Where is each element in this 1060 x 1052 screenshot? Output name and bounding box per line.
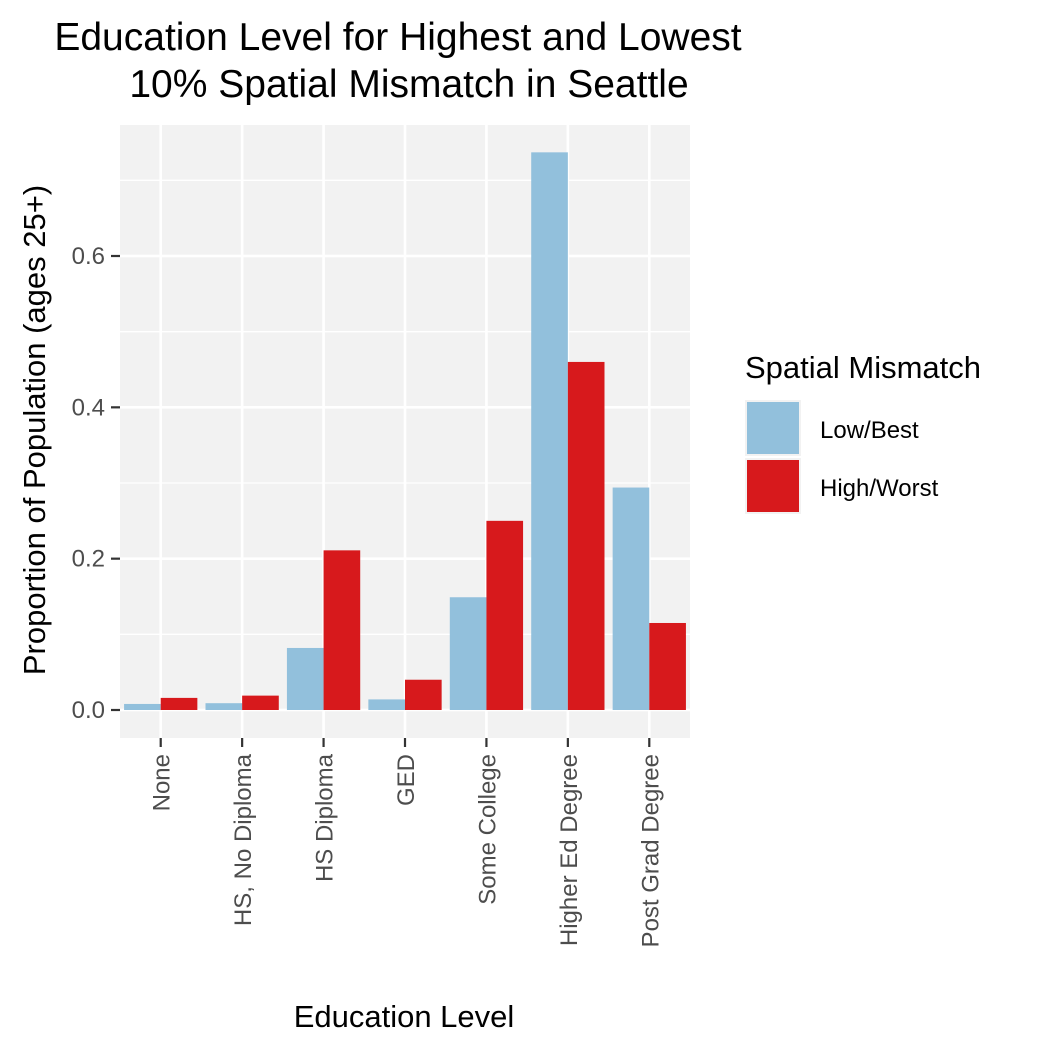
bar-high-worst-2 (323, 550, 361, 710)
chart-title-line-2: 10% Spatial Mismatch in Seattle (129, 63, 688, 106)
bar-high-worst-4 (486, 520, 524, 710)
bar-low-best-4 (449, 597, 487, 710)
x-tick-label: Post Grad Degree (637, 754, 664, 947)
y-tick-label: 0.2 (72, 546, 105, 573)
chart-title-line-1: Education Level for Highest and Lowest (54, 16, 741, 59)
legend-swatch-1 (747, 460, 799, 512)
legend-label-1: High/Worst (820, 475, 939, 502)
legend: Spatial Mismatch Low/Best High/Worst (745, 350, 981, 514)
y-axis-title: Proportion of Population (ages 25+) (17, 185, 52, 675)
x-axis: None HS, No Diploma HS Diploma GED Some Coll… (149, 738, 664, 947)
y-tick-label: 0.4 (72, 394, 105, 421)
legend-title: Spatial Mismatch (745, 350, 981, 385)
x-tick-label: HS, No Diploma (230, 753, 257, 926)
bar-high-worst-5 (567, 361, 605, 710)
x-tick-label: Some College (474, 754, 501, 905)
legend-swatch-0 (747, 402, 799, 454)
bar-low-best-1 (205, 703, 243, 710)
bar-low-best-5 (531, 152, 568, 710)
y-axis: 0.0 0.2 0.4 0.6 (72, 243, 120, 724)
bars-layer (124, 152, 686, 710)
bar-low-best-2 (286, 647, 324, 710)
bar-high-worst-3 (405, 679, 442, 710)
x-tick-label: HS Diploma (312, 753, 339, 882)
legend-label-0: Low/Best (820, 417, 919, 444)
y-tick-label: 0.0 (72, 697, 105, 724)
bar-low-best-6 (612, 487, 650, 710)
x-tick-label: None (149, 754, 176, 811)
bar-high-worst-1 (242, 695, 279, 710)
y-tick-label: 0.6 (72, 243, 105, 270)
bar-low-best-0 (124, 703, 161, 710)
bar-high-worst-0 (160, 697, 198, 710)
bar-high-worst-6 (649, 622, 686, 710)
x-tick-label: GED (393, 754, 420, 806)
x-tick-label: Higher Ed Degree (556, 754, 583, 946)
x-axis-title: Education Level (294, 999, 515, 1034)
bar-low-best-3 (368, 699, 405, 710)
